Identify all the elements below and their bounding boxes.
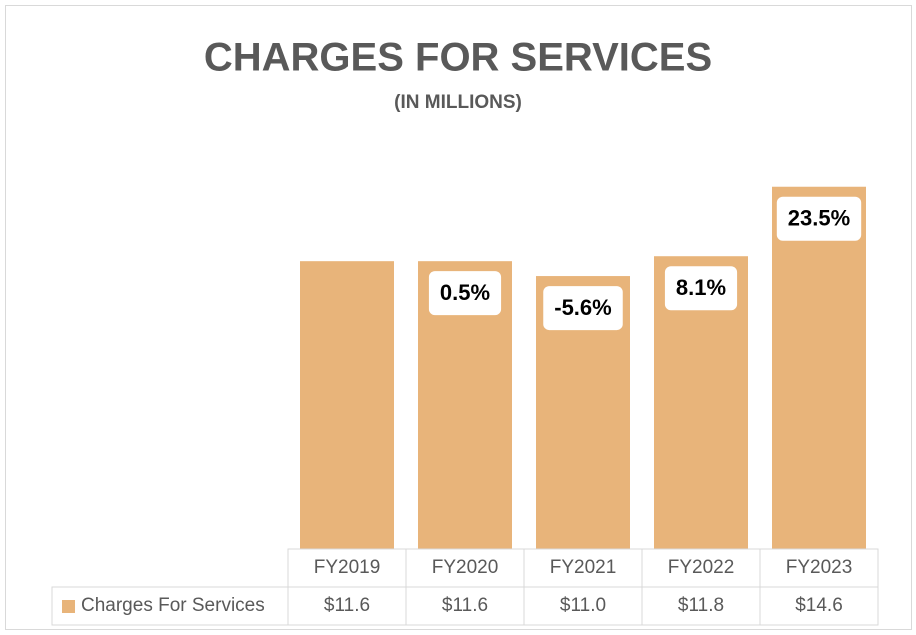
annotation: -5.6%: [554, 295, 611, 320]
x-tick-label: FY2019: [314, 557, 381, 578]
table-cell: [759, 586, 879, 626]
annotation: 23.5%: [788, 206, 850, 231]
annotation-box: [776, 196, 862, 241]
x-tick-label: FY2023: [786, 557, 853, 578]
data-label: $11.0: [560, 595, 606, 616]
data-label: $14.6: [795, 595, 843, 616]
annotation: 0.5%: [440, 280, 490, 305]
annotation-box: [543, 286, 623, 331]
x-tick-label: FY2022: [668, 557, 735, 578]
x-tick-label: FY2021: [550, 557, 617, 578]
data-label: $11.8: [678, 595, 724, 616]
bar: [300, 261, 394, 549]
legend-label: Charges For Services: [81, 595, 265, 616]
data-label: $11.6: [442, 595, 488, 616]
data-label: $11.6: [324, 595, 370, 616]
x-tick-label: FY2020: [432, 557, 499, 578]
bar: [772, 186, 866, 550]
annotation-box: [428, 271, 502, 316]
legend-swatch: [62, 600, 75, 613]
chart-subtitle: (IN MILLIONS): [394, 92, 522, 113]
annotation: 8.1%: [676, 275, 726, 300]
chart-title: CHARGES FOR SERVICES: [204, 36, 712, 80]
annotation-box: [664, 266, 738, 311]
